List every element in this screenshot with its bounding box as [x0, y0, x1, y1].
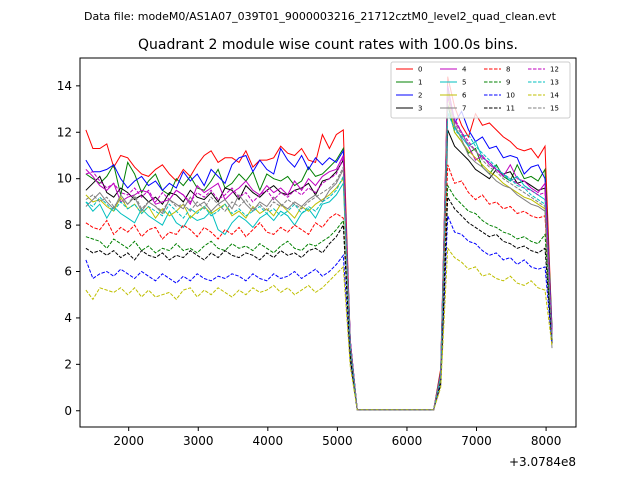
series-line-13 [85, 111, 553, 411]
series-layer [85, 76, 553, 411]
legend-label-11: 11 [506, 105, 515, 113]
x-tick-label: 6000 [392, 434, 423, 448]
legend-box [390, 61, 571, 119]
series-line-8 [85, 164, 553, 411]
series-line-5 [85, 113, 553, 411]
series-line-12 [85, 97, 553, 411]
series-line-14 [85, 246, 553, 411]
y-tick-label: 8 [64, 218, 72, 232]
legend-label-4: 4 [462, 66, 467, 74]
legend-label-15: 15 [550, 105, 559, 113]
series-line-6 [85, 95, 553, 411]
y-tick-label: 14 [57, 79, 72, 93]
x-tick-label: 3000 [183, 434, 214, 448]
series-line-11 [85, 195, 553, 411]
series-line-2 [85, 85, 553, 411]
series-line-10 [85, 215, 553, 411]
legend-label-5: 5 [462, 79, 466, 87]
legend-label-1: 1 [418, 79, 422, 87]
y-tick-label: 6 [64, 265, 72, 279]
series-line-4 [85, 85, 553, 411]
x-offset-label: +3.0784e8 [509, 455, 576, 469]
x-tick-label: 5000 [322, 434, 353, 448]
legend-label-2: 2 [418, 92, 422, 100]
x-tick-label: 7000 [461, 434, 492, 448]
y-tick-label: 2 [64, 357, 72, 371]
legend-label-14: 14 [550, 92, 559, 100]
series-line-3 [85, 129, 553, 411]
legend-label-10: 10 [506, 92, 515, 100]
legend-label-12: 12 [550, 66, 559, 74]
x-tick-label: 8000 [531, 434, 562, 448]
y-tick-label: 10 [57, 172, 72, 186]
plot-frame [79, 57, 577, 428]
chart-title: Quadrant 2 module wise count rates with … [138, 37, 518, 53]
legend-label-7: 7 [462, 105, 466, 113]
data-file-label: Data file: modeM0/AS1A07_039T01_90000032… [84, 10, 557, 23]
legend-label-13: 13 [550, 79, 559, 87]
legend-label-6: 6 [462, 92, 467, 100]
legend-label-9: 9 [506, 79, 510, 87]
y-tick-label: 12 [57, 125, 72, 139]
legend-label-3: 3 [418, 105, 422, 113]
x-tick-label: 4000 [253, 434, 284, 448]
x-tick-label: 2000 [113, 434, 144, 448]
series-line-0 [85, 76, 553, 411]
legend-label-8: 8 [506, 66, 510, 74]
y-tick-label: 0 [64, 404, 72, 418]
series-line-15 [85, 104, 553, 411]
legend-label-0: 0 [418, 66, 422, 74]
y-tick-label: 4 [64, 311, 72, 325]
series-line-9 [85, 183, 553, 411]
